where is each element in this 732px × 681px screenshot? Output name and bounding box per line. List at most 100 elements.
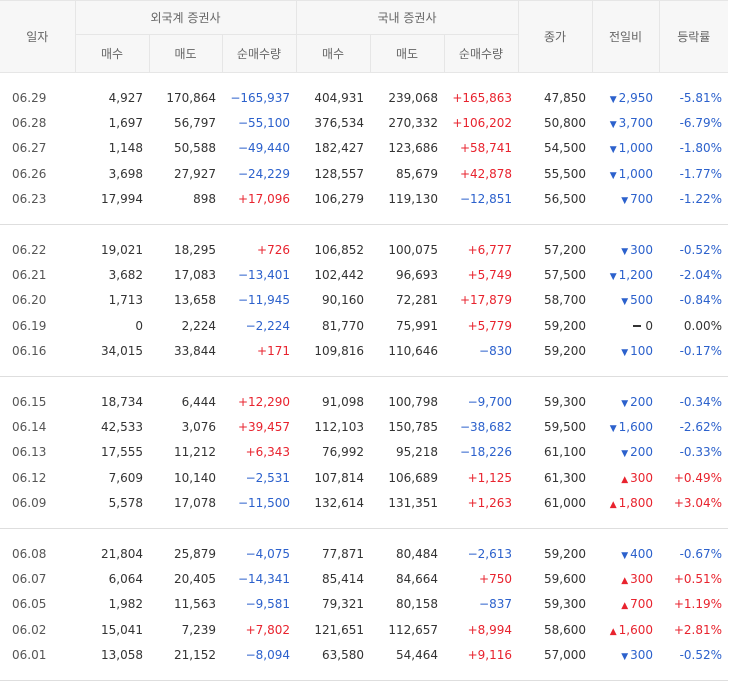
close-cell: 57,000 bbox=[544, 648, 587, 663]
domestic-buy-cell: 128,557 bbox=[314, 166, 364, 181]
foreign-sell-cell: 21,152 bbox=[174, 648, 216, 663]
domestic-net-cell: +9,116 bbox=[467, 648, 513, 663]
spacer-cell bbox=[0, 224, 728, 237]
close-cell: 55,500 bbox=[544, 166, 587, 181]
date-cell: 06.20 bbox=[12, 293, 47, 308]
spacer-cell bbox=[0, 73, 728, 86]
down-triangle-icon: ▼ bbox=[609, 94, 617, 105]
rate-cell: +2.81% bbox=[673, 622, 723, 637]
table-row: 06.01 13,058 21,152 −8,094 63,580 54,464 +9,11… bbox=[0, 642, 728, 667]
down-triangle-icon: ▼ bbox=[621, 652, 629, 663]
domestic-sell-cell: 95,218 bbox=[396, 445, 438, 460]
up-triangle-icon: ▲ bbox=[621, 575, 629, 586]
diff-value: 1,000 bbox=[618, 166, 654, 181]
domestic-net-cell: −9,700 bbox=[467, 394, 513, 409]
date-cell: 06.05 bbox=[12, 597, 47, 612]
rate-cell: -0.84% bbox=[679, 293, 723, 308]
rate-cell: -1.22% bbox=[679, 192, 723, 207]
domestic-buy-cell: 109,816 bbox=[314, 344, 364, 359]
close-cell: 56,500 bbox=[544, 192, 587, 207]
foreign-buy-cell: 7,609 bbox=[108, 470, 143, 485]
separator-cell bbox=[0, 211, 729, 225]
table-row: 06.21 3,682 17,083 −13,401 102,442 96,693 +5,7… bbox=[0, 262, 728, 287]
spacer-cell bbox=[0, 528, 728, 541]
group-separator bbox=[0, 667, 729, 681]
up-triangle-icon: ▲ bbox=[621, 601, 629, 612]
domestic-net-cell: −38,682 bbox=[459, 419, 513, 434]
date-cell: 06.27 bbox=[12, 141, 47, 156]
foreign-net-cell: −49,440 bbox=[237, 141, 290, 156]
diff-value: 200 bbox=[630, 445, 654, 460]
rate-cell: -0.34% bbox=[679, 394, 723, 409]
table-row: 06.16 34,015 33,844 +171 109,816 110,646 −830 5… bbox=[0, 339, 728, 364]
header-domestic-brokers: 국내 증권사 bbox=[296, 0, 519, 35]
header-domestic-buy: 매수 bbox=[296, 34, 371, 73]
diff-cell: ▼ 2,950 bbox=[592, 85, 659, 110]
table-row: 06.12 7,609 10,140 −2,531 107,814 106,689 +1,1… bbox=[0, 465, 728, 490]
date-cell: 06.22 bbox=[12, 242, 47, 257]
close-cell: 57,500 bbox=[544, 268, 587, 283]
foreign-buy-cell: 1,982 bbox=[108, 597, 143, 612]
group-spacer bbox=[0, 73, 728, 86]
foreign-buy-cell: 1,148 bbox=[108, 141, 143, 156]
table-row: 06.14 42,533 3,076 +39,457 112,103 150,785 −38… bbox=[0, 414, 728, 439]
down-triangle-icon: ▼ bbox=[609, 120, 617, 131]
domestic-net-cell: +106,202 bbox=[452, 116, 513, 131]
date-cell: 06.07 bbox=[12, 571, 47, 586]
date-cell: 06.15 bbox=[12, 394, 47, 409]
table-row: 06.15 18,734 6,444 +12,290 91,098 100,798 −9,7… bbox=[0, 389, 728, 414]
domestic-sell-cell: 75,991 bbox=[396, 318, 438, 333]
date-cell: 06.19 bbox=[12, 318, 47, 333]
header-foreign-sell: 매도 bbox=[149, 34, 223, 73]
diff-cell: 0 bbox=[592, 313, 659, 338]
diff-value: 700 bbox=[630, 192, 654, 207]
domestic-net-cell: +8,994 bbox=[467, 622, 513, 637]
separator-cell bbox=[0, 667, 729, 681]
diff-value: 1,200 bbox=[618, 268, 654, 283]
domestic-net-cell: +165,863 bbox=[452, 90, 513, 105]
foreign-net-cell: +6,343 bbox=[245, 445, 290, 460]
diff-value: 2,950 bbox=[618, 90, 654, 105]
domestic-sell-cell: 150,785 bbox=[388, 419, 438, 434]
domestic-net-cell: +5,749 bbox=[467, 268, 513, 283]
domestic-buy-cell: 132,614 bbox=[314, 496, 364, 511]
domestic-buy-cell: 76,992 bbox=[322, 445, 364, 460]
diff-cell: ▼ 1,200 bbox=[592, 262, 659, 287]
foreign-sell-cell: 17,083 bbox=[174, 268, 216, 283]
foreign-net-cell: −4,075 bbox=[245, 546, 290, 561]
date-cell: 06.02 bbox=[12, 622, 47, 637]
domestic-net-cell: −12,851 bbox=[459, 192, 513, 207]
diff-cell: ▼ 1,600 bbox=[592, 414, 659, 439]
foreign-buy-cell: 4,927 bbox=[108, 90, 143, 105]
down-triangle-icon: ▼ bbox=[621, 297, 629, 308]
diff-cell: ▼ 1,000 bbox=[592, 161, 659, 186]
foreign-sell-cell: 2,224 bbox=[181, 318, 216, 333]
domestic-buy-cell: 90,160 bbox=[322, 293, 364, 308]
close-cell: 59,200 bbox=[544, 344, 587, 359]
foreign-net-cell: −55,100 bbox=[237, 116, 290, 131]
rate-cell: -2.62% bbox=[679, 419, 723, 434]
domestic-net-cell: +17,879 bbox=[459, 293, 513, 308]
foreign-net-cell: −13,401 bbox=[237, 268, 290, 283]
foreign-net-cell: −11,500 bbox=[237, 496, 290, 511]
date-cell: 06.01 bbox=[12, 648, 47, 663]
table-row: 06.26 3,698 27,927 −24,229 128,557 85,679 +42,… bbox=[0, 161, 728, 186]
table-row: 06.13 17,555 11,212 +6,343 76,992 95,218 −18,2… bbox=[0, 440, 728, 465]
header-diff: 전일비 bbox=[592, 0, 660, 73]
foreign-net-cell: −165,937 bbox=[230, 90, 290, 105]
group-separator bbox=[0, 211, 729, 225]
foreign-buy-cell: 6,064 bbox=[108, 571, 143, 586]
domestic-buy-cell: 63,580 bbox=[322, 648, 364, 663]
spacer-cell bbox=[0, 376, 728, 389]
down-triangle-icon: ▼ bbox=[621, 550, 629, 561]
close-cell: 58,600 bbox=[544, 622, 587, 637]
down-triangle-icon: ▼ bbox=[621, 246, 629, 257]
close-cell: 59,200 bbox=[544, 546, 587, 561]
foreign-sell-cell: 33,844 bbox=[174, 344, 216, 359]
rate-cell: 0.00% bbox=[683, 318, 723, 333]
diff-cell: ▲ 1,800 bbox=[592, 490, 659, 515]
foreign-sell-cell: 56,797 bbox=[174, 116, 216, 131]
domestic-sell-cell: 239,068 bbox=[388, 90, 438, 105]
diff-value: 400 bbox=[630, 546, 654, 561]
domestic-sell-cell: 110,646 bbox=[388, 344, 438, 359]
